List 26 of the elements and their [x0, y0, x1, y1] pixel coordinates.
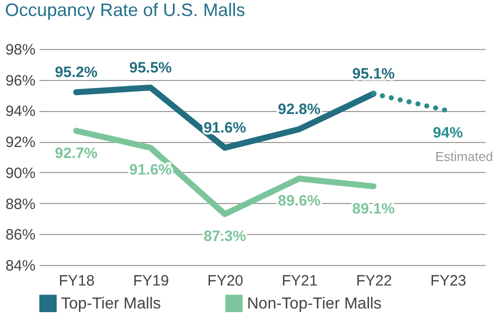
y-tick-label: 90% [5, 164, 36, 182]
y-tick-label: 86% [5, 226, 36, 244]
data-label: 92.7% [54, 144, 98, 162]
data-label: 89.1% [352, 200, 395, 218]
chart-title: Occupancy Rate of U.S. Malls [4, 0, 246, 20]
data-label: 91.6% [204, 120, 246, 137]
data-label: 95.2% [54, 64, 98, 82]
data-label: 95.5% [129, 60, 172, 77]
legend-label: Top-Tier Malls [61, 295, 161, 312]
y-tick-label: 92% [5, 134, 36, 152]
x-tick-label: FY20 [207, 272, 244, 290]
y-tick-label: 94% [5, 103, 36, 120]
data-label: 94% [432, 124, 463, 142]
data-label: 95.1% [352, 66, 395, 83]
x-tick-label: FY19 [133, 272, 169, 290]
y-tick-label: 88% [5, 196, 36, 213]
annotation: Estimated [435, 149, 493, 164]
x-tick-label: FY23 [430, 272, 466, 290]
legend-label: Non-Top-Tier Malls [247, 295, 382, 312]
x-tick-label: FY21 [282, 272, 318, 290]
x-tick-label: FY22 [356, 272, 392, 290]
data-label: 92.8% [278, 101, 320, 118]
y-tick-label: 98% [5, 42, 36, 58]
y-tick-label: 84% [5, 258, 36, 274]
x-tick-label: FY18 [58, 272, 95, 290]
y-tick-label: 96% [5, 72, 36, 90]
